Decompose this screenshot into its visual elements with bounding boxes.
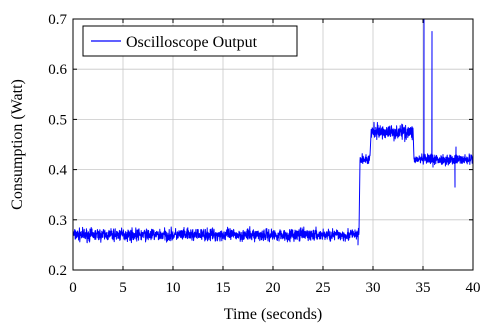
x-tick-label: 5 [119, 280, 127, 296]
x-tick-label: 15 [216, 280, 231, 296]
x-axis-title: Time (seconds) [224, 306, 323, 323]
tick-labels: 0 5 10 15 20 25 30 35 40 0.2 0.3 0.4 0.5 0.6 0.7 [48, 12, 480, 296]
x-tick-label: 10 [166, 280, 181, 296]
series-line [73, 19, 473, 246]
legend-label: Oscilloscope Output [126, 34, 258, 51]
x-tick-label: 20 [266, 280, 281, 296]
grid [72, 18, 474, 271]
x-tick-label: 25 [316, 280, 331, 296]
x-tick-label: 35 [416, 280, 431, 296]
legend: Oscilloscope Output [82, 25, 298, 57]
x-tick-label: 30 [366, 280, 381, 296]
y-tick-label: 0.4 [48, 163, 67, 179]
y-tick-label: 0.5 [48, 112, 67, 128]
y-tick-label: 0.2 [48, 263, 67, 279]
x-tick-label: 40 [466, 280, 481, 296]
ticks [72, 18, 474, 271]
y-tick-label: 0.7 [48, 12, 67, 28]
y-axis-title: Consumption (Watt) [9, 79, 26, 210]
y-tick-label: 0.6 [48, 62, 67, 78]
series-layer [73, 19, 473, 246]
x-tick-label: 0 [69, 280, 77, 296]
y-tick-label: 0.3 [48, 213, 67, 229]
